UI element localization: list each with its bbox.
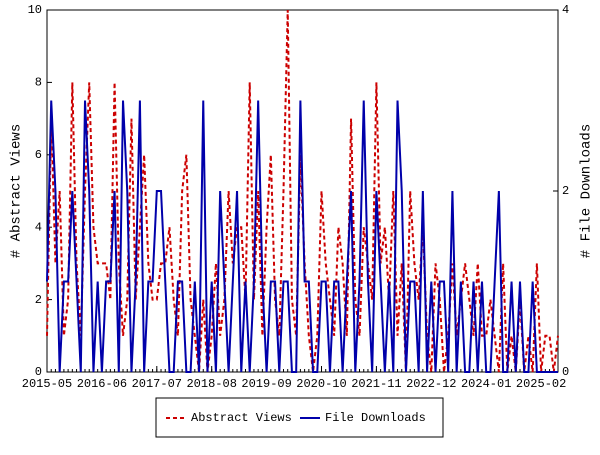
legend-box: [155, 397, 444, 438]
x-tick-label: 2021-11: [351, 377, 401, 391]
y2-tick-label: 0: [562, 365, 569, 379]
y-tick-label: 4: [35, 220, 42, 234]
x-tick-label: 2018-08: [186, 377, 236, 391]
x-tick-label: 2019-09: [241, 377, 291, 391]
x-tick-label: 2024-01: [461, 377, 511, 391]
x-tick-label: 2016-06: [77, 377, 127, 391]
series-line: [46, 100, 558, 373]
y2-tick-label: 4: [562, 3, 569, 17]
y-tick-label: 0: [35, 365, 42, 379]
legend-label: Abstract Views: [191, 411, 292, 425]
x-tick-label: 2025-02: [516, 377, 566, 391]
x-tick-label: 2017-07: [132, 377, 182, 391]
x-tick-label: 2015-05: [22, 377, 72, 391]
x-tick-label: 2020-10: [296, 377, 346, 391]
y-axis-title: # Abstract Views: [9, 124, 25, 258]
legend-label: File Downloads: [325, 411, 426, 425]
y-tick-label: 10: [28, 3, 42, 17]
y-tick-label: 8: [35, 76, 42, 90]
y2-tick-label: 2: [562, 184, 569, 198]
y2-axis-title: # File Downloads: [579, 124, 595, 258]
y-tick-label: 6: [35, 148, 42, 162]
x-tick-label: 2022-12: [406, 377, 456, 391]
y-tick-label: 2: [35, 293, 42, 307]
